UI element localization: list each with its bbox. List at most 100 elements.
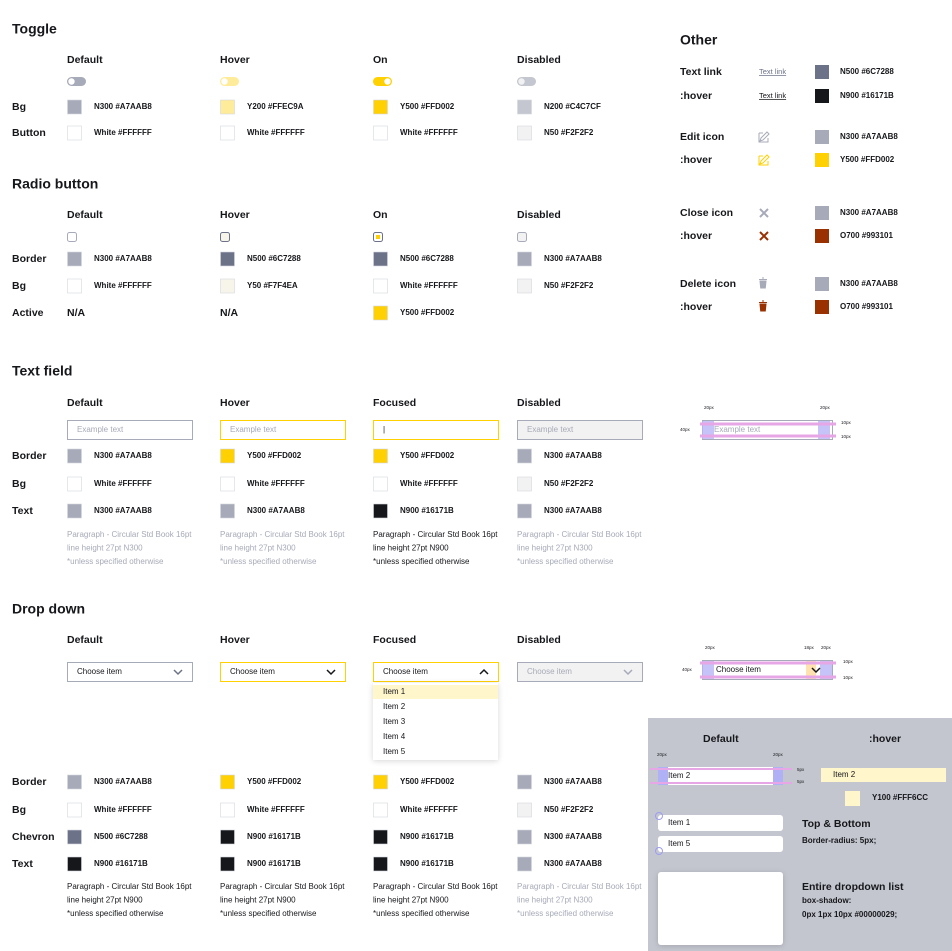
color-code: Y500 #FFD002: [247, 451, 302, 460]
swatch: [67, 503, 82, 519]
column-header: Disabled: [517, 634, 561, 646]
swatch: [220, 99, 235, 115]
note: Paragraph - Circular Std Book 16pt: [373, 882, 498, 891]
swatch: [220, 476, 235, 492]
color-code: O700 #993101: [840, 302, 893, 311]
spec-pad: [820, 661, 832, 679]
color-code: White #FFFFFF: [94, 805, 152, 814]
list-item: Item 1: [383, 687, 406, 696]
text-link: Text link: [759, 67, 786, 76]
hover-item: [821, 768, 946, 782]
column-header: Default: [703, 733, 739, 745]
note: Paragraph - Circular Std Book 16pt: [517, 530, 642, 539]
swatch: [517, 125, 532, 141]
delete-icon: [759, 277, 767, 289]
note: Paragraph - Circular Std Book 16pt: [220, 530, 345, 539]
swatch: [373, 774, 388, 790]
color-code: Y500 #FFD002: [400, 102, 455, 111]
placeholder: Choose item: [230, 667, 275, 676]
note: box-shadow:: [802, 896, 851, 905]
placeholder: Choose item: [716, 665, 761, 674]
row-label: Bg: [12, 101, 26, 113]
color-code: White #FFFFFF: [94, 281, 152, 290]
row-label: :hover: [680, 154, 712, 166]
swatch: [815, 206, 829, 220]
swatch: [373, 476, 388, 492]
section-title: Radio button: [12, 176, 98, 192]
color-code: Y500 #FFD002: [840, 155, 895, 164]
spec-list: [658, 872, 783, 945]
column-header: Default: [67, 209, 103, 221]
spec-pad: [806, 661, 816, 679]
color-code: White #FFFFFF: [400, 479, 458, 488]
list-item: Item 2: [668, 771, 691, 780]
column-header: On: [373, 209, 388, 221]
color-code: N300 #A7AAB8: [544, 777, 602, 786]
swatch: [517, 278, 532, 294]
dimension: 5px: [797, 779, 805, 784]
dimension: 10px: [843, 675, 854, 680]
row-label: Bg: [12, 804, 26, 816]
radio: [67, 232, 77, 242]
note: line height 27pt N300: [517, 544, 593, 553]
color-code: N500 #6C7288: [247, 254, 301, 263]
swatch: [67, 476, 82, 492]
row-label: Button: [12, 127, 46, 139]
color-code: White #FFFFFF: [400, 281, 458, 290]
swatch: [373, 278, 388, 294]
color-code: Y200 #FFEC9A: [247, 102, 304, 111]
color-code: N50 #F2F2F2: [544, 281, 594, 290]
color-code: N300 #A7AAB8: [94, 254, 152, 263]
note: line height 27pt N900: [373, 544, 449, 553]
spec-pad: [702, 661, 714, 679]
list-item: Item 3: [383, 717, 406, 726]
swatch: [815, 300, 829, 314]
swatch: [373, 856, 388, 872]
swatch: [373, 802, 388, 818]
color-code: White #FFFFFF: [94, 128, 152, 137]
dimension: 20px: [704, 405, 715, 410]
column-header: :hover: [869, 733, 901, 745]
item-highlight: [373, 685, 498, 699]
radio: [517, 232, 527, 242]
row-label: Close icon: [680, 207, 733, 219]
color-code: N300 #A7AAB8: [94, 506, 152, 515]
swatch: [67, 448, 82, 464]
swatch: [517, 448, 532, 464]
color-code: N300 #A7AAB8: [94, 102, 152, 111]
row-label: :hover: [680, 230, 712, 242]
column-header: Default: [67, 397, 103, 409]
placeholder: Example text: [527, 425, 574, 434]
color-code: N900 #16171B: [247, 832, 301, 841]
swatch: [373, 125, 388, 141]
row-label: :hover: [680, 90, 712, 102]
swatch: [67, 278, 82, 294]
dimension: 40px: [682, 667, 693, 672]
toggle-knob: [518, 78, 525, 85]
toggle-knob: [221, 78, 228, 85]
section-title: Other: [680, 32, 718, 48]
drop-down: [373, 662, 499, 682]
swatch: [517, 503, 532, 519]
na-label: N/A: [220, 307, 239, 319]
column-header: Disabled: [517, 54, 561, 66]
color-code: N900 #16171B: [247, 859, 301, 868]
color-code: N300 #A7AAB8: [94, 777, 152, 786]
swatch: [517, 802, 532, 818]
note: *unless specified otherwise: [517, 557, 614, 566]
column-header: On: [373, 54, 388, 66]
color-code: N200 #C4C7CF: [544, 102, 601, 111]
swatch: [815, 65, 829, 79]
column-header: Disabled: [517, 397, 561, 409]
swatch: [220, 802, 235, 818]
spec-item: [658, 767, 783, 785]
placeholder: Choose item: [383, 667, 428, 676]
radio-dot: [376, 235, 380, 239]
color-code: Y500 #FFD002: [400, 777, 455, 786]
note: Border-radius: 5px;: [802, 836, 876, 845]
toggle-knob: [68, 78, 75, 85]
swatch: [517, 99, 532, 115]
drop-down: [67, 662, 193, 682]
chevron: [173, 669, 183, 676]
